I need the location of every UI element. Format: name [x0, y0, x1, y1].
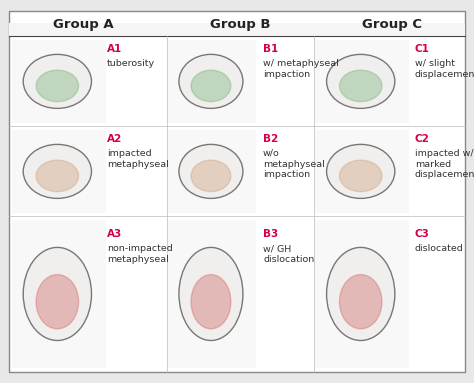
Ellipse shape [179, 247, 243, 340]
Ellipse shape [191, 160, 231, 192]
Ellipse shape [23, 144, 91, 198]
Ellipse shape [36, 160, 79, 192]
Text: dislocated: dislocated [415, 244, 464, 253]
Ellipse shape [179, 54, 243, 108]
Ellipse shape [327, 247, 395, 340]
Bar [9, 23, 465, 36]
Bar [168, 220, 256, 368]
Bar [315, 40, 409, 123]
Bar [315, 220, 409, 368]
Text: B2: B2 [263, 134, 278, 144]
Ellipse shape [339, 70, 382, 101]
Text: Group B: Group B [210, 18, 270, 31]
Text: B1: B1 [263, 44, 278, 54]
Text: C2: C2 [415, 134, 429, 144]
Ellipse shape [23, 54, 91, 108]
Text: w/o
metaphyseal
impaction: w/o metaphyseal impaction [263, 149, 325, 179]
Text: Group C: Group C [363, 18, 422, 31]
Text: impacted w/
marked
displacement: impacted w/ marked displacement [415, 149, 474, 179]
Ellipse shape [179, 144, 243, 198]
Ellipse shape [191, 275, 231, 329]
Text: B3: B3 [263, 229, 278, 239]
Ellipse shape [36, 275, 79, 329]
Text: A1: A1 [107, 44, 122, 54]
Ellipse shape [191, 70, 231, 101]
Text: tuberosity: tuberosity [107, 59, 155, 68]
Text: A3: A3 [107, 229, 122, 239]
Text: w/ slight
displacement: w/ slight displacement [415, 59, 474, 79]
Text: A2: A2 [107, 134, 122, 144]
Bar [12, 40, 106, 123]
Ellipse shape [327, 144, 395, 198]
Ellipse shape [327, 54, 395, 108]
Text: w/ metaphyseal
impaction: w/ metaphyseal impaction [263, 59, 339, 79]
Bar [168, 40, 256, 123]
Text: w/ GH
dislocation: w/ GH dislocation [263, 244, 314, 264]
Ellipse shape [36, 70, 79, 101]
Ellipse shape [339, 275, 382, 329]
Bar [12, 220, 106, 368]
Ellipse shape [339, 160, 382, 192]
Bar [168, 130, 256, 213]
Bar [12, 130, 106, 213]
Ellipse shape [23, 247, 91, 340]
Bar [315, 130, 409, 213]
Text: Group A: Group A [53, 18, 114, 31]
Text: non-impacted
metaphyseal: non-impacted metaphyseal [107, 244, 173, 264]
Text: C1: C1 [415, 44, 429, 54]
Text: impacted
metaphyseal: impacted metaphyseal [107, 149, 168, 169]
Text: C3: C3 [415, 229, 429, 239]
